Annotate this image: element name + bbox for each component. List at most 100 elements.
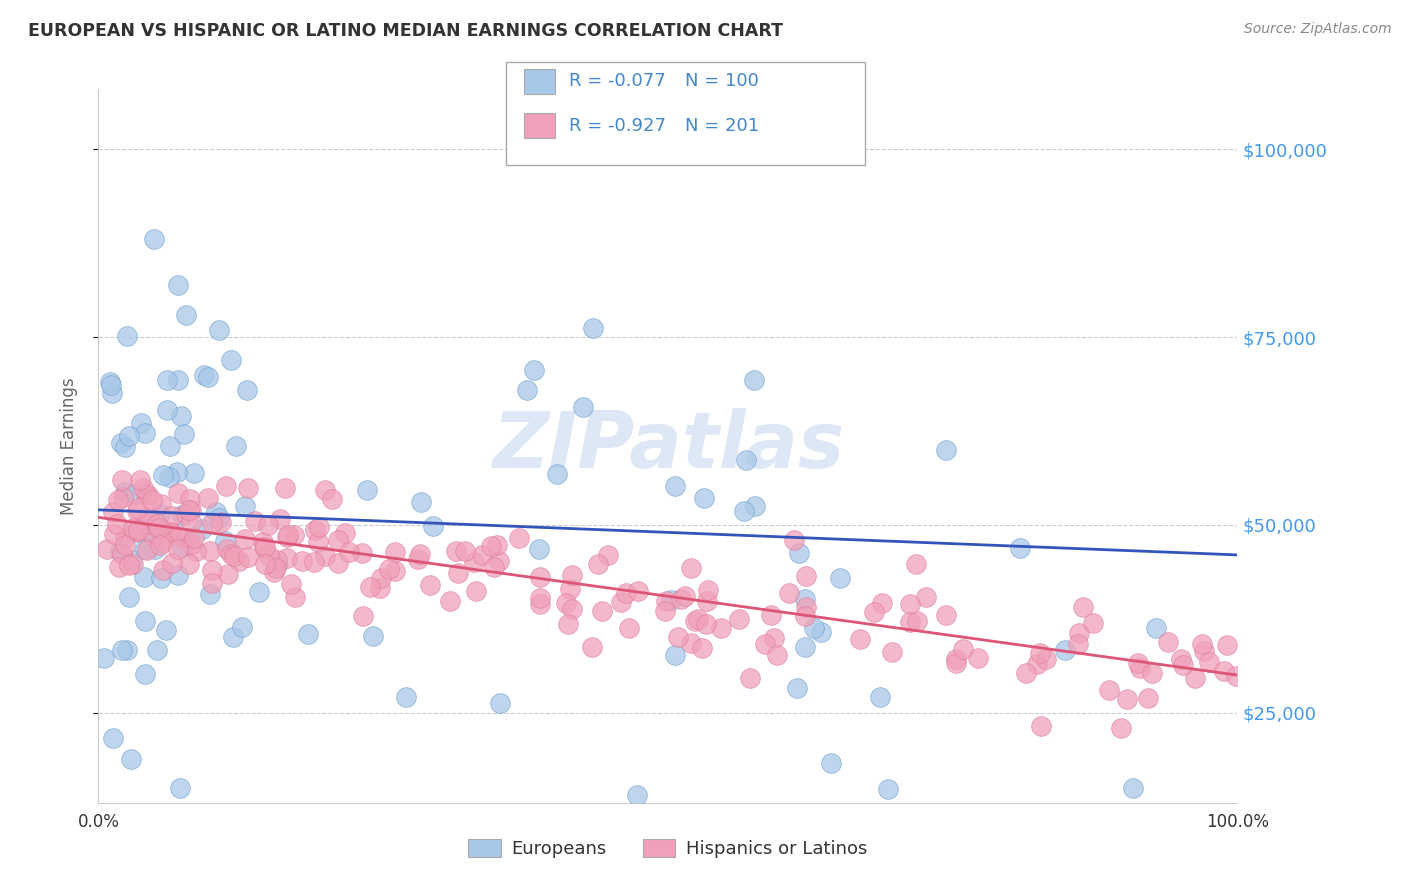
Point [221,352,243,367]
Point [283,528,305,542]
Point [350,545,373,559]
Point [205,505,228,519]
Point [132,481,155,495]
Point [138,488,160,502]
Point [486,538,509,552]
Point [221,547,243,561]
Point [114,538,136,552]
Point [454,543,477,558]
Point [149,572,172,586]
Point [166,465,188,479]
Point [308,519,330,533]
Point [337,545,360,559]
Point [103,731,125,745]
Point [655,594,678,608]
Point [253,540,276,554]
Point [557,617,579,632]
Point [582,320,605,334]
Point [1121,780,1143,795]
Point [142,530,165,544]
Point [149,497,172,511]
Text: N = 100: N = 100 [685,72,759,90]
Point [904,558,927,572]
Point [810,624,832,639]
Point [439,594,461,608]
Point [786,681,808,695]
Point [173,426,195,441]
Text: R = -0.077: R = -0.077 [569,72,666,90]
Point [447,566,470,580]
Point [108,544,131,558]
Point [143,541,166,556]
Point [419,578,441,592]
Point [118,590,141,604]
Point [762,632,785,646]
Point [263,565,285,579]
Point [783,533,806,547]
Point [803,621,825,635]
Point [208,510,231,524]
Point [1192,644,1215,658]
Point [561,567,583,582]
Point [654,604,676,618]
Point [197,370,219,384]
Point [898,597,921,611]
Point [664,479,686,493]
Point [696,582,718,597]
Point [683,614,706,628]
Point [225,439,247,453]
Point [1025,657,1047,671]
Point [581,640,603,654]
Point [508,531,530,545]
Point [471,548,494,562]
Point [915,590,938,604]
Point [254,558,277,572]
Point [136,523,159,537]
Point [149,507,172,521]
Point [167,277,190,292]
Point [735,452,758,467]
Point [333,526,356,541]
Point [352,608,374,623]
Point [1128,661,1150,675]
Point [217,566,239,581]
Point [744,499,766,513]
Point [138,510,160,524]
Point [1170,651,1192,665]
Point [169,780,191,795]
Y-axis label: Median Earnings: Median Earnings [59,377,77,515]
Point [952,641,974,656]
Point [180,537,202,551]
Point [152,563,174,577]
Point [384,545,406,559]
Point [304,523,326,537]
Point [93,651,115,665]
Point [224,549,246,564]
Point [877,781,900,796]
Point [146,643,169,657]
Point [679,561,702,575]
Point [166,485,188,500]
Point [228,554,250,568]
Point [127,524,149,538]
Point [361,629,384,643]
Point [1173,658,1195,673]
Point [744,373,766,387]
Point [198,587,221,601]
Point [617,621,640,635]
Point [849,632,872,647]
Point [368,581,391,595]
Point [100,378,122,392]
Point [257,549,280,564]
Point [111,473,134,487]
Point [124,524,146,539]
Point [529,570,551,584]
Point [1083,615,1105,630]
Point [1191,637,1213,651]
Point [134,425,156,440]
Point [118,558,141,572]
Point [107,493,129,508]
Point [276,550,298,565]
Point [209,515,232,529]
Point [170,508,193,523]
